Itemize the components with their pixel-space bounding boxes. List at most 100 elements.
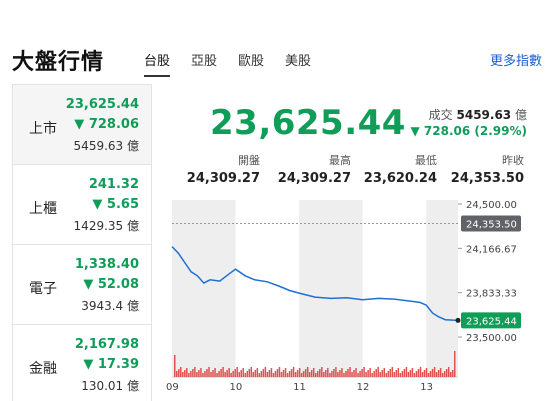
market-item-electronics[interactable]: 電子 1,338.40 ▼ 52.08 3943.4 億 [13, 245, 151, 325]
volume-bar [333, 369, 335, 377]
volume-bar [282, 370, 285, 377]
volume-bar [339, 370, 341, 377]
volume-bar [220, 369, 222, 377]
volume-bar [298, 368, 301, 377]
volume-bar [216, 373, 218, 377]
market-tabs: 台股 亞股 歐股 美股 [144, 50, 332, 77]
last-price-dot [455, 317, 461, 323]
volume-bar [258, 373, 261, 377]
stat-high: 最高 24,309.27 [271, 152, 351, 186]
volume-bar [329, 373, 331, 377]
stat-label: 最高 [329, 154, 351, 167]
volume-unit: 億 [514, 108, 527, 122]
volume-bar [321, 367, 323, 377]
tab-europe[interactable]: 歐股 [238, 54, 265, 69]
y-tick-label: 23,833.33 [466, 289, 517, 300]
volume-bar [391, 367, 394, 377]
volume-bar [427, 373, 430, 377]
volume-bar [385, 373, 387, 377]
volume-bar [226, 370, 228, 377]
volume-bar [401, 371, 404, 377]
volume-value: 5459.63 [456, 108, 512, 122]
market-change: ▼ 52.08 [83, 277, 139, 292]
volume-bar [365, 372, 367, 377]
volume-label: 成交 [428, 108, 453, 122]
market-price: 241.32 [88, 177, 139, 192]
volume-bar [208, 367, 210, 377]
volume-bar [286, 373, 289, 377]
volume-bar [431, 369, 434, 377]
volume-bar [413, 373, 416, 377]
volume-bar [272, 373, 275, 377]
market-name: 上市 [29, 121, 57, 137]
volume-bar [248, 369, 251, 377]
stat-label: 開盤 [238, 154, 260, 167]
volume-bar [367, 370, 369, 377]
volume-bar [419, 367, 422, 377]
market-volume: 130.01 億 [81, 379, 139, 393]
volume-bar [381, 370, 383, 377]
volume-bar [222, 367, 224, 377]
volume-bar [234, 369, 236, 377]
market-price: 1,338.40 [74, 257, 139, 272]
market-volume: 3943.4 億 [81, 299, 139, 313]
volume-bar [202, 373, 204, 377]
market-name: 金融 [29, 361, 57, 377]
hour-band [426, 200, 458, 377]
market-change: ▼ 728.06 [74, 117, 139, 132]
volume-bar [433, 367, 436, 377]
volume-bar [327, 368, 329, 377]
volume-bar [256, 368, 259, 377]
y-tick-label: 24,500.00 [466, 200, 517, 211]
header: 大盤行情 台股 亞股 歐股 美股 更多指數 [0, 0, 545, 80]
x-tick-label: 13 [420, 382, 433, 393]
index-price: 23,625.44 [210, 103, 406, 143]
stat-label: 昨收 [502, 154, 524, 167]
volume-bar [337, 372, 339, 377]
volume-bar [407, 372, 410, 377]
volume-bar [395, 370, 398, 377]
volume-bar [276, 369, 279, 377]
stat-open: 開盤 24,309.27 [180, 152, 260, 186]
market-price: 23,625.44 [65, 97, 139, 112]
volume-bar [218, 371, 220, 377]
tab-us[interactable]: 美股 [285, 54, 312, 69]
volume-bar [250, 367, 253, 377]
volume-bar [210, 372, 212, 377]
more-indices-link[interactable]: 更多指數 [489, 54, 542, 69]
volume-bar [230, 373, 232, 377]
market-item-listed[interactable]: 上市 23,625.44 ▼ 728.06 5459.63 億 [13, 85, 151, 165]
volume-bar [335, 367, 337, 377]
volume-bar [262, 369, 265, 377]
volume-bar [453, 351, 456, 377]
volume-bar [266, 372, 269, 377]
market-item-finance[interactable]: 金融 2,167.98 ▼ 17.39 130.01 億 [13, 325, 151, 401]
volume-bar [415, 371, 418, 377]
volume-bar [274, 371, 277, 377]
volume-bar [389, 369, 392, 377]
tab-asia[interactable]: 亞股 [191, 54, 218, 69]
market-item-otc[interactable]: 上櫃 241.32 ▼ 5.65 1429.35 億 [13, 165, 151, 245]
volume-bar [341, 368, 343, 377]
volume-bar [443, 371, 446, 377]
volume-bar [353, 370, 355, 377]
volume-bar [405, 367, 408, 377]
volume-bar [182, 372, 184, 377]
volume-bar [278, 367, 281, 377]
volume-bar [292, 367, 295, 377]
volume-bar [319, 369, 321, 377]
x-tick-label: 11 [293, 382, 306, 393]
last-price-label: 23,625.44 [466, 316, 517, 327]
hour-band [172, 200, 236, 377]
volume-bar [447, 367, 450, 377]
volume-bar [373, 371, 375, 377]
last-price-tag [461, 312, 521, 329]
volume-bar [308, 372, 311, 377]
volume-bar [359, 371, 361, 377]
market-volume: 1429.35 億 [73, 219, 139, 233]
volume-bar [214, 368, 216, 377]
prev-close-tag [461, 215, 521, 232]
volume-bar [331, 371, 333, 377]
tab-taiwan[interactable]: 台股 [144, 50, 171, 77]
volume-bar [192, 369, 194, 377]
